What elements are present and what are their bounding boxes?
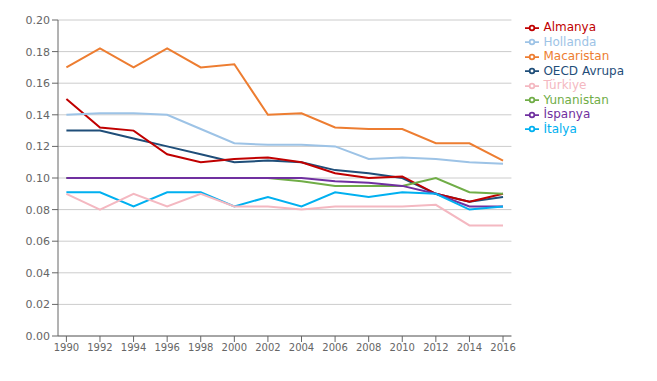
svg-text:0.08: 0.08	[26, 204, 51, 217]
svg-text:1994: 1994	[121, 342, 146, 353]
svg-text:0.02: 0.02	[26, 298, 51, 311]
svg-text:0.12: 0.12	[26, 140, 51, 153]
html-text:OECD Avrupa: OECD Avrupa	[543, 63, 624, 78]
svg-text:0.16: 0.16	[26, 77, 51, 90]
svg-text:2012: 2012	[423, 342, 448, 353]
html-text:Macaristan: Macaristan	[543, 49, 610, 63]
html-text:İspanya: İspanya	[543, 107, 591, 121]
svg-text:0.04: 0.04	[26, 267, 51, 280]
html-text:Hollanda: Hollanda	[543, 34, 597, 49]
svg-text:1990: 1990	[54, 342, 79, 353]
svg-text:0.00: 0.00	[26, 330, 51, 343]
svg-text:0.10: 0.10	[26, 172, 51, 185]
svg-text:2002: 2002	[255, 342, 280, 353]
svg-text:0.20: 0.20	[26, 14, 51, 27]
svg-text:0.18: 0.18	[26, 46, 51, 59]
svg-text:1996: 1996	[154, 342, 179, 353]
svg-text:1992: 1992	[87, 342, 112, 353]
svg-text:2014: 2014	[457, 342, 482, 353]
html-text:Yunanistan: Yunanistan	[543, 92, 609, 107]
svg-text:0.14: 0.14	[26, 109, 51, 122]
html-text:Türkiye: Türkiye	[543, 78, 587, 92]
svg-text:1998: 1998	[188, 342, 213, 353]
svg-text:2004: 2004	[289, 342, 314, 353]
svg-text:2000: 2000	[222, 342, 247, 353]
svg-text:0.06: 0.06	[26, 235, 51, 248]
svg-text:2008: 2008	[356, 342, 381, 353]
html-text:Almanya: Almanya	[543, 20, 597, 34]
svg-text:2010: 2010	[390, 342, 415, 353]
html-text:İtalya: İtalya	[543, 121, 577, 136]
svg-text:2006: 2006	[322, 342, 347, 353]
svg-text:2016: 2016	[490, 342, 515, 353]
